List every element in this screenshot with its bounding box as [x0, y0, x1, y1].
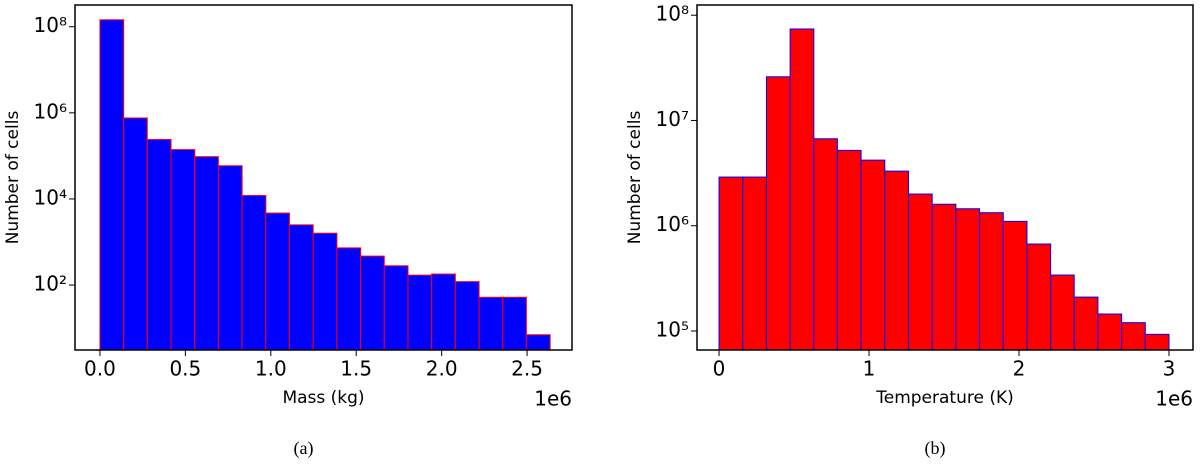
- bar: [1121, 322, 1146, 351]
- x-offset-label: 1e6: [1155, 387, 1193, 411]
- bar: [1097, 313, 1123, 351]
- caption: (b): [925, 438, 946, 459]
- bar: [454, 281, 480, 351]
- y-tick-label: 10⁷: [656, 107, 689, 131]
- y-tick-label: 10²: [34, 272, 67, 296]
- x-tick-label: 1: [863, 357, 876, 381]
- x-tick-label: 1.0: [255, 357, 287, 381]
- bar: [931, 203, 957, 351]
- bar: [1050, 274, 1075, 351]
- bar: [765, 76, 791, 351]
- bar: [431, 273, 456, 351]
- bar: [99, 19, 125, 351]
- bar: [265, 212, 290, 351]
- bar: [1144, 333, 1170, 351]
- y-tick-label: 10⁸: [656, 2, 689, 26]
- bar: [907, 193, 933, 351]
- bar: [336, 247, 362, 351]
- bar: [312, 232, 338, 351]
- bar: [789, 28, 815, 351]
- bar: [407, 274, 433, 351]
- bar: [123, 117, 148, 351]
- y-tick-label: 10⁶: [656, 212, 689, 236]
- bar: [383, 265, 409, 351]
- y-tick-label: 10⁴: [34, 185, 67, 209]
- bar: [979, 212, 1004, 351]
- bar: [525, 334, 551, 351]
- bar: [813, 138, 838, 351]
- y-axis-label: Number of cells: [3, 111, 23, 245]
- bar: [170, 149, 196, 351]
- bar: [146, 139, 172, 351]
- axes-frame: [74, 4, 573, 351]
- x-tick-label: 2.0: [426, 357, 458, 381]
- bar: [478, 296, 504, 351]
- bar: [1002, 220, 1028, 351]
- x-offset-label: 1e6: [534, 387, 572, 411]
- y-tick-label: 10⁵: [656, 318, 689, 342]
- x-tick-label: 2.5: [511, 357, 543, 381]
- y-tick-label: 10⁶: [34, 99, 67, 123]
- x-tick-label: 3: [1163, 357, 1176, 381]
- bar: [884, 170, 909, 351]
- bar: [742, 176, 767, 351]
- bar: [502, 296, 527, 351]
- x-tick-label: 0: [713, 357, 726, 381]
- bar: [360, 255, 385, 351]
- y-axis-label: Number of cells: [625, 111, 645, 245]
- axes-frame: [696, 4, 1194, 351]
- bar: [194, 156, 219, 351]
- x-axis-label: Mass (kg): [282, 388, 364, 408]
- bar: [1073, 296, 1099, 351]
- x-tick-label: 2: [1013, 357, 1026, 381]
- bar: [860, 159, 886, 351]
- bar: [288, 224, 314, 351]
- y-tick-label: 10⁸: [34, 13, 67, 37]
- bar: [836, 149, 862, 351]
- x-tick-label: 1.5: [340, 357, 372, 381]
- bar: [241, 195, 267, 351]
- caption: (a): [294, 438, 314, 459]
- bar: [955, 208, 981, 351]
- x-axis-label: Temperature (K): [875, 388, 1014, 408]
- bar: [1026, 243, 1052, 351]
- bar: [217, 165, 243, 351]
- x-tick-label: 0.5: [169, 357, 201, 381]
- bar: [718, 176, 744, 351]
- x-tick-label: 0.0: [84, 357, 116, 381]
